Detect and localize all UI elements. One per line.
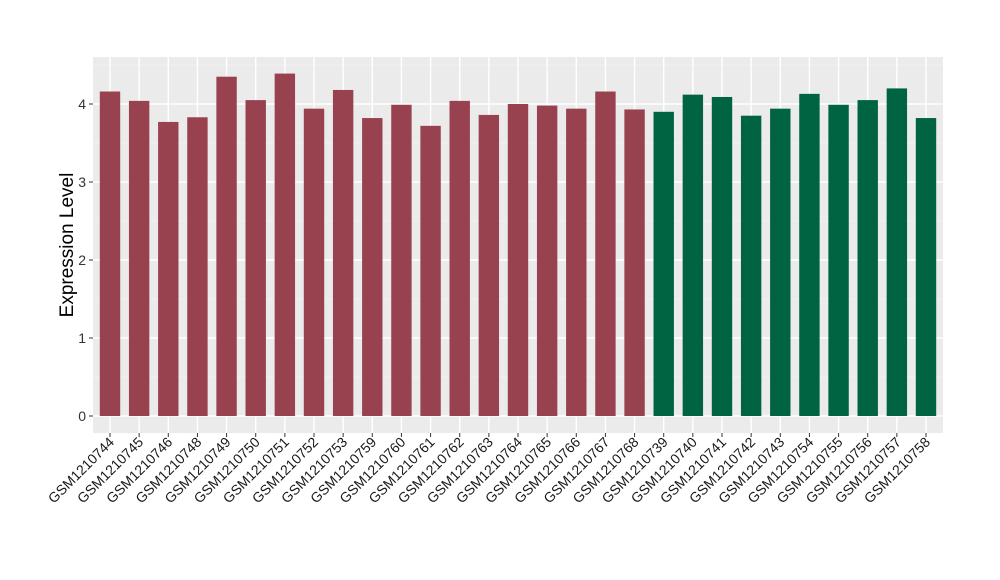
bar — [158, 121, 179, 416]
y-tick-label: 4 — [78, 96, 86, 112]
bar — [245, 100, 266, 416]
bar — [799, 93, 820, 417]
bars — [99, 73, 937, 417]
bar — [362, 118, 383, 416]
y-axis: 0 1 2 3 4 — [78, 96, 93, 424]
bar — [566, 108, 587, 417]
bar — [595, 91, 616, 417]
bar — [740, 115, 762, 416]
bar — [332, 89, 354, 417]
bar — [303, 108, 325, 417]
bar — [828, 104, 849, 416]
bar — [216, 76, 237, 416]
bar — [886, 88, 908, 417]
bar — [915, 118, 937, 416]
bar — [449, 100, 470, 416]
bar — [274, 73, 296, 416]
y-tick-label: 1 — [78, 330, 86, 346]
y-tick-label: 0 — [78, 408, 86, 424]
bar — [624, 109, 645, 417]
bar — [128, 100, 150, 416]
bar — [391, 104, 412, 416]
bar — [99, 91, 121, 417]
bar — [507, 104, 529, 416]
y-tick-label: 2 — [78, 252, 86, 268]
bar — [857, 100, 878, 416]
bar — [420, 125, 441, 416]
y-tick-label: 3 — [78, 174, 86, 190]
bar — [536, 105, 558, 416]
bar — [653, 111, 674, 417]
bar — [770, 108, 791, 417]
bar — [711, 96, 733, 416]
bar — [187, 117, 208, 416]
y-axis-title: Expression Level — [57, 173, 78, 318]
x-axis: GSM1210744GSM1210745GSM1210746GSM1210748… — [45, 433, 933, 506]
bar — [682, 94, 704, 416]
bar — [478, 114, 500, 417]
